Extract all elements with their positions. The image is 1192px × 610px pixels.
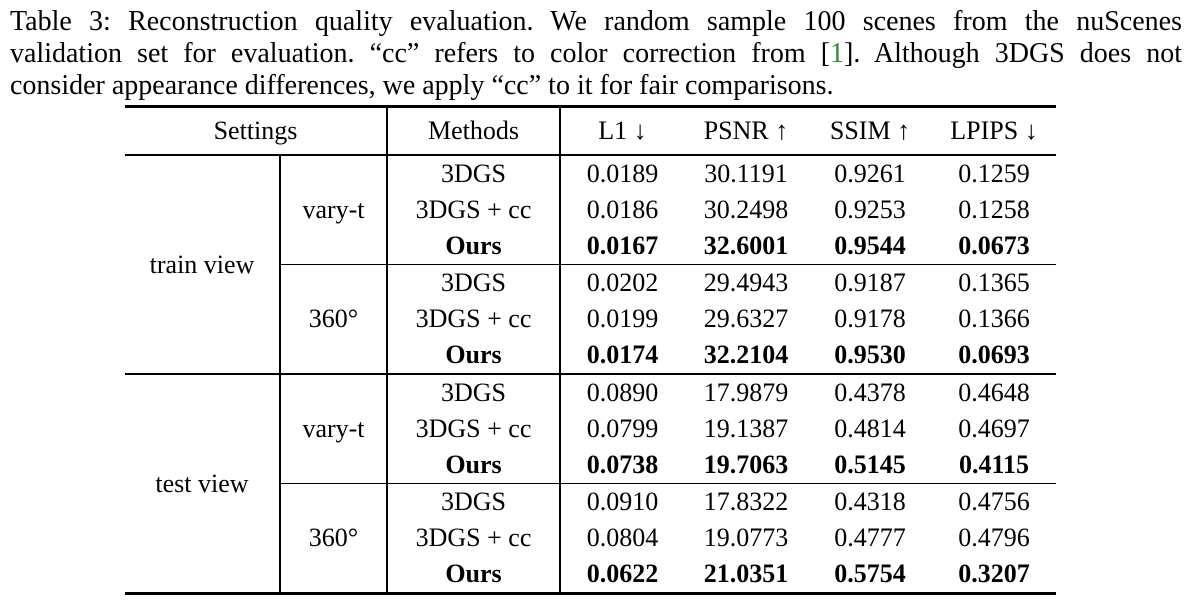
value-cell-lpips: 0.1366 [958,304,1030,333]
table-row: 360° 3DGS 0.0910 17.8322 0.4318 0.4756 [125,483,1056,594]
value-cell-lpips: 0.4648 [958,378,1030,407]
value-cell-psnr: 30.2498 [703,195,789,224]
header-cell-ssim: SSIM ↑ [808,106,932,156]
header-cell-settings: Settings [125,106,388,156]
table-row-ours: Ours 0.0738 19.7063 0.5145 0.4115 [125,447,1056,484]
value-cell-lpips: 0.1365 [958,268,1030,297]
header-cell-methods: Methods [387,106,561,156]
value-cell-lpips: 0.4697 [958,414,1030,443]
value-cell-psnr: 19.7063 [684,447,808,484]
value-cell-l1: 0.0804 [586,523,659,552]
method-cell: 3DGS [387,264,561,301]
method-cell: Ours [387,337,561,375]
results-table: Settings Methods L1 ↓ PSNR ↑ SSIM ↑ LPIP… [125,105,1056,595]
value-cell-ssim: 0.9530 [808,337,932,375]
value-cell-psnr: 17.9879 [703,378,789,407]
value-cell-ssim: 0.4318 [834,487,906,516]
value-cell-psnr: 32.2104 [684,337,808,375]
value-cell-lpips: 0.0693 [932,337,1056,375]
value-cell-l1: 0.0738 [560,447,684,484]
value-cell-l1: 0.0167 [560,228,684,265]
value-cell-l1: 0.0910 [586,487,659,516]
method-cell: Ours [387,228,561,265]
view-label-test: test view [125,374,281,594]
table-row: 3DGS + cc 0.0804 19.0773 0.4777 0.4796 [125,520,1056,556]
setting-label-vary-t: vary-t [280,155,388,265]
table-row-ours: Ours 0.0174 32.2104 0.9530 0.0693 [125,337,1056,375]
value-cell-l1: 0.0199 [586,304,659,333]
value-cell-psnr: 29.6327 [703,304,789,333]
method-cell: 3DGS + cc [387,192,561,228]
method-cell: 3DGS [387,374,561,411]
value-cell-lpips: 0.1259 [958,159,1030,188]
method-cell: Ours [387,447,561,484]
header-cell-psnr: PSNR ↑ [684,106,808,156]
table-row: train view vary-t 3DGS 0.0189 30.1191 0.… [125,155,1056,375]
value-cell-ssim: 0.5145 [808,447,932,484]
value-cell-l1: 0.0799 [586,414,659,443]
header-cell-lpips: LPIPS ↓ [932,106,1056,156]
value-cell-l1: 0.0890 [586,378,659,407]
table-header-row: Settings Methods L1 ↓ PSNR ↑ SSIM ↑ LPIP… [125,106,1056,156]
value-cell-psnr: 19.0773 [703,523,789,552]
value-cell-ssim: 0.9544 [808,228,932,265]
caption-text-2a: validation set for evaluation. “cc” refe… [10,38,831,69]
value-cell-psnr: 32.6001 [684,228,808,265]
method-cell: 3DGS + cc [387,301,561,337]
value-cell-l1: 0.0186 [586,195,659,224]
value-cell-l1: 0.0622 [586,559,659,588]
method-cell: 3DGS [387,155,561,192]
value-cell-ssim: 0.4378 [834,378,906,407]
value-cell-lpips: 0.0673 [932,228,1056,265]
value-cell-ssim: 0.4814 [834,414,906,443]
value-cell-ssim: 0.9178 [834,304,906,333]
value-cell-lpips: 0.3207 [958,559,1030,588]
caption-text-1: Table 3: Reconstruction quality evaluati… [10,6,1182,37]
value-cell-l1: 0.0189 [586,159,659,188]
method-cell: 3DGS [387,483,561,520]
method-cell: Ours [387,556,561,594]
value-cell-psnr: 19.1387 [703,414,789,443]
value-cell-psnr: 17.8322 [703,487,789,516]
value-cell-lpips: 0.4115 [932,447,1056,484]
caption-line-1: Table 3: Reconstruction quality evaluati… [10,6,1182,38]
caption-text-3: consider appearance differences, we appl… [10,70,834,101]
method-cell: 3DGS + cc [387,520,561,556]
table-row: 3DGS + cc 0.0186 30.2498 0.9253 0.1258 [125,192,1056,228]
header-cell-l1: L1 ↓ [560,106,684,156]
view-label-train: train view [125,155,281,375]
table-row-ours: Ours 0.0622 21.0351 0.5754 0.3207 [125,556,1056,594]
method-cell: 3DGS + cc [387,411,561,447]
citation-link-1[interactable]: 1 [830,38,845,69]
setting-label-360: 360° [280,483,388,594]
caption-line-2: validation set for evaluation. “cc” refe… [10,38,1182,70]
value-cell-lpips: 0.4756 [958,487,1030,516]
table-row-ours: Ours 0.0167 32.6001 0.9544 0.0673 [125,228,1056,265]
value-cell-ssim: 0.9253 [834,195,906,224]
value-cell-psnr: 21.0351 [703,559,789,588]
value-cell-lpips: 0.1258 [958,195,1030,224]
table-row: 360° 3DGS 0.0202 29.4943 0.9187 0.1365 [125,264,1056,375]
caption-text-2b: ]. Although 3DGS does not [844,38,1182,69]
setting-label-360: 360° [280,264,388,375]
value-cell-ssim: 0.4777 [834,523,906,552]
value-cell-ssim: 0.9261 [834,159,906,188]
value-cell-ssim: 0.5754 [834,559,906,588]
value-cell-lpips: 0.4796 [958,523,1030,552]
value-cell-l1: 0.0174 [560,337,684,375]
caption-line-3: consider appearance differences, we appl… [10,70,1182,102]
table-row: 3DGS + cc 0.0799 19.1387 0.4814 0.4697 [125,411,1056,447]
table-caption: Table 3: Reconstruction quality evaluati… [10,6,1182,102]
value-cell-ssim: 0.9187 [834,268,906,297]
value-cell-psnr: 30.1191 [704,159,788,188]
value-cell-psnr: 29.4943 [703,268,789,297]
table-row: 3DGS + cc 0.0199 29.6327 0.9178 0.1366 [125,301,1056,337]
value-cell-l1: 0.0202 [586,268,659,297]
table-row: test view vary-t 3DGS 0.0890 17.9879 0.4… [125,374,1056,594]
setting-label-vary-t: vary-t [280,374,388,484]
